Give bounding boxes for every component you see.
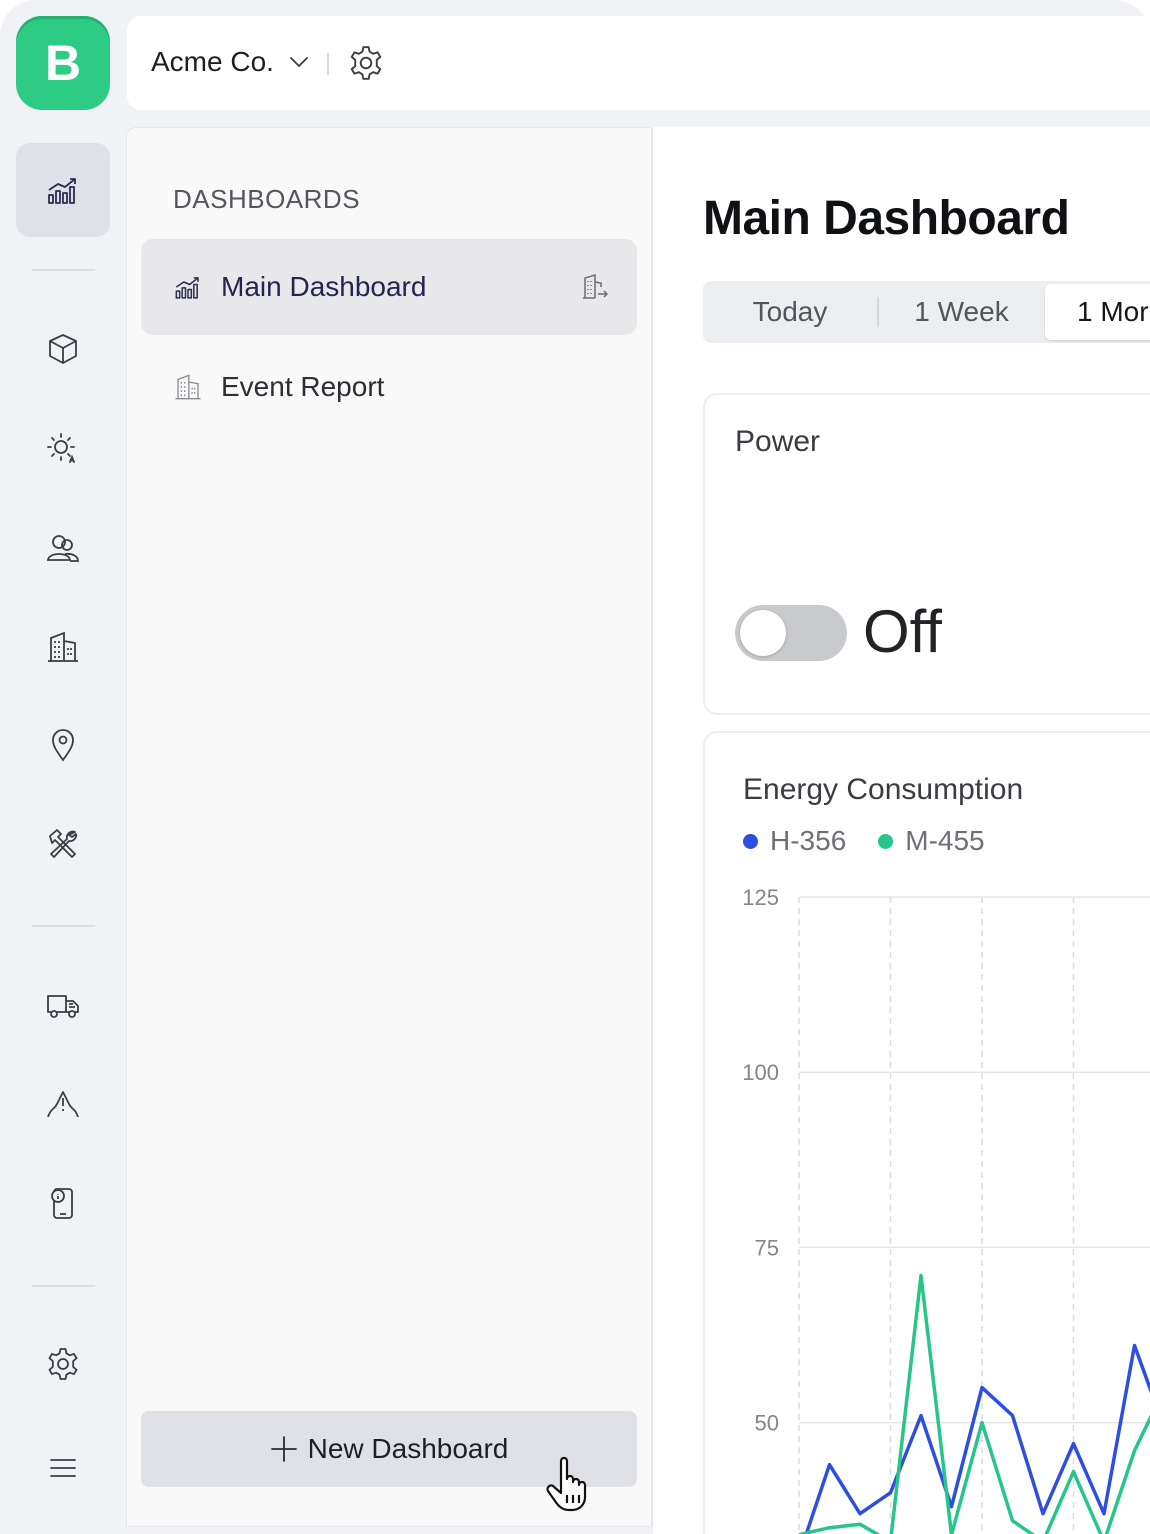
panel-title: DASHBOARDS	[173, 184, 361, 214]
building-icon	[175, 374, 201, 400]
gear-icon	[48, 1348, 78, 1380]
rail-analytics-button[interactable]	[16, 143, 110, 237]
rail-maintenance-button[interactable]	[16, 797, 110, 891]
rail-users-button[interactable]	[16, 502, 110, 596]
tools-icon	[49, 829, 77, 858]
range-option-month[interactable]: 1 Mor	[1045, 284, 1150, 340]
chevron-down-icon	[290, 57, 308, 68]
rail-buildings-button[interactable]	[16, 600, 110, 694]
box-icon	[49, 334, 77, 364]
rail-weather-button[interactable]	[16, 402, 110, 496]
y-tick-label: 50	[755, 1411, 779, 1436]
rail-menu-button[interactable]	[16, 1421, 110, 1515]
building-share-icon[interactable]	[581, 273, 609, 301]
rail-devices-button[interactable]	[16, 1156, 110, 1250]
dashboard-item-event-report[interactable]: Event Report	[141, 339, 637, 435]
legend-label: M-455	[905, 825, 985, 856]
power-card: Power Off	[703, 393, 1150, 715]
rail-divider	[32, 925, 95, 927]
power-toggle[interactable]	[735, 605, 847, 661]
dashboard-item-label: Main Dashboard	[221, 271, 427, 302]
analytics-icon	[48, 178, 76, 204]
truck-icon	[47, 995, 79, 1018]
dashboard-item-label: Event Report	[221, 371, 385, 402]
range-option-week[interactable]: 1 Week	[914, 296, 1009, 327]
toggle-knob	[740, 610, 786, 656]
menu-icon	[50, 1459, 76, 1477]
main-content: Main Dashboard Today 1 Week 1 Mor Power …	[653, 127, 1150, 1534]
legend-item-h356[interactable]: H-356	[743, 825, 846, 857]
legend-dot	[743, 833, 758, 849]
rail-locations-button[interactable]	[16, 698, 110, 792]
org-switcher[interactable]: Acme Co.	[151, 46, 310, 78]
users-icon	[46, 535, 79, 562]
page-title: Main Dashboard	[703, 192, 1070, 245]
org-settings-icon[interactable]	[347, 44, 385, 82]
hand-cursor-icon	[546, 1456, 587, 1512]
rail-divider	[32, 1285, 95, 1287]
legend-item-m455[interactable]: M-455	[878, 825, 985, 857]
legend-dot	[878, 833, 894, 849]
rail-assets-button[interactable]	[16, 302, 110, 396]
plus-icon	[270, 1436, 297, 1462]
series-line-m-455	[798, 1273, 1150, 1534]
app-logo[interactable]: B	[16, 16, 110, 110]
dashboards-panel: DASHBOARDS Main Dashboard Event Report N…	[126, 127, 653, 1527]
top-bar: Acme Co.	[127, 16, 1150, 110]
location-pin-icon	[52, 729, 74, 762]
rail-fleet-button[interactable]	[16, 958, 110, 1052]
power-state-label: Off	[863, 598, 942, 665]
dashboard-item-main[interactable]: Main Dashboard	[141, 239, 637, 335]
y-tick-label: 100	[742, 1060, 779, 1085]
chart-title: Energy Consumption	[743, 773, 1024, 806]
new-dashboard-label: New Dashboard	[307, 1433, 509, 1464]
road-icon	[47, 1091, 79, 1118]
phone-info-icon	[51, 1188, 73, 1219]
chart-legend: H-356 M-455	[743, 825, 985, 857]
y-tick-label: 125	[742, 885, 779, 910]
building-icon	[48, 631, 78, 662]
energy-chart: 50 75 100 125	[742, 885, 1150, 1534]
sun-icon	[47, 433, 75, 463]
logo-letter: B	[44, 35, 82, 91]
power-card-title: Power	[735, 425, 821, 458]
time-range-selector: Today 1 Week 1 Mor	[703, 281, 1150, 343]
rail-settings-button[interactable]	[16, 1317, 110, 1411]
range-divider	[877, 297, 879, 327]
org-name: Acme Co.	[151, 46, 274, 77]
y-tick-label: 75	[755, 1235, 779, 1260]
legend-label: H-356	[770, 825, 847, 856]
range-option-today[interactable]: Today	[752, 296, 828, 327]
analytics-icon	[175, 277, 199, 299]
rail-divider	[32, 269, 95, 271]
topbar-divider	[327, 53, 329, 75]
new-dashboard-button[interactable]: New Dashboard	[141, 1411, 637, 1487]
series-line-h-356	[804, 1343, 1150, 1534]
energy-card: Energy Consumption H-356 M-455 50 75 100 12…	[703, 731, 1150, 1534]
rail-routes-button[interactable]	[16, 1057, 110, 1151]
